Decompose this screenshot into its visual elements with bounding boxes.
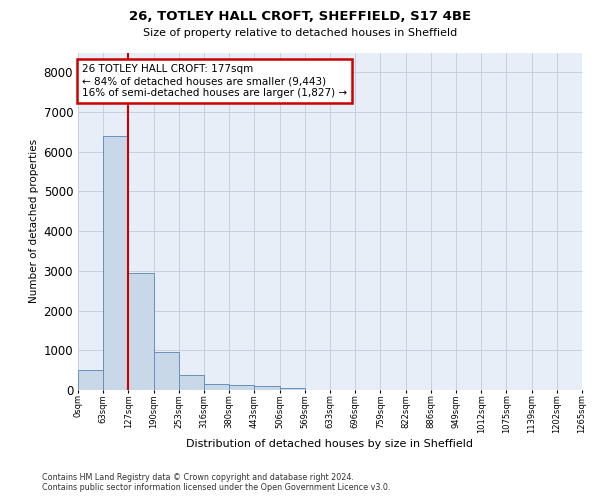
Bar (103, 136, 128, 390)
Y-axis label: Number of detached properties: Number of detached properties (29, 139, 40, 304)
Text: Contains HM Land Registry data © Crown copyright and database right 2024.
Contai: Contains HM Land Registry data © Crown c… (42, 473, 391, 492)
Bar (204, 384, 229, 390)
Bar (78, 370, 103, 390)
Text: Size of property relative to detached houses in Sheffield: Size of property relative to detached ho… (143, 28, 457, 38)
Bar (229, 385, 254, 390)
Bar (128, 273, 154, 390)
Bar (280, 388, 305, 390)
X-axis label: Distribution of detached houses by size in Sheffield: Distribution of detached houses by size … (187, 438, 473, 448)
Bar (179, 375, 204, 390)
Text: 26, TOTLEY HALL CROFT, SHEFFIELD, S17 4BE: 26, TOTLEY HALL CROFT, SHEFFIELD, S17 4B… (129, 10, 471, 23)
Text: 26 TOTLEY HALL CROFT: 177sqm
← 84% of detached houses are smaller (9,443)
16% of: 26 TOTLEY HALL CROFT: 177sqm ← 84% of de… (82, 64, 347, 98)
Bar (154, 352, 179, 390)
Bar (254, 386, 280, 390)
